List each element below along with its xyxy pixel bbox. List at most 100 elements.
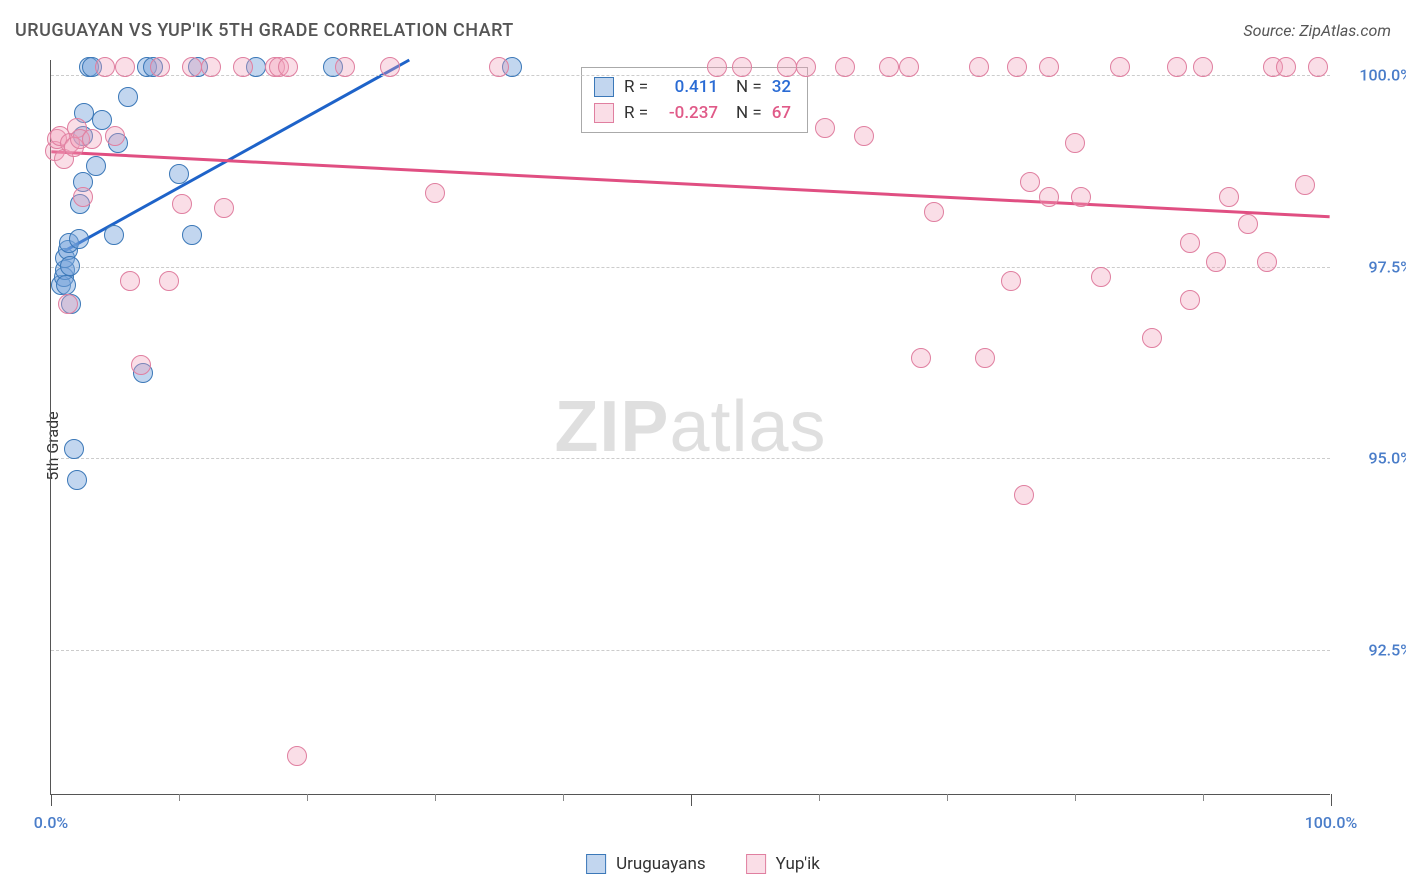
x-tick-minor bbox=[947, 794, 948, 801]
data-point bbox=[1071, 187, 1091, 207]
data-point bbox=[489, 57, 509, 77]
swatch-blue-icon bbox=[586, 854, 606, 874]
x-tick bbox=[1331, 794, 1332, 806]
data-point bbox=[777, 57, 797, 77]
y-tick-label: 92.5% bbox=[1368, 640, 1406, 659]
data-point bbox=[182, 225, 202, 245]
r-value-uruguayans: 0.411 bbox=[658, 77, 718, 97]
data-point bbox=[104, 225, 124, 245]
data-point bbox=[879, 57, 899, 77]
data-point bbox=[924, 202, 944, 222]
correlation-legend: R = 0.411 N = 32 R = -0.237 N = 67 bbox=[581, 67, 808, 133]
data-point bbox=[835, 57, 855, 77]
data-point bbox=[1193, 57, 1213, 77]
data-point bbox=[82, 129, 102, 149]
n-value-uruguayans: 32 bbox=[772, 77, 791, 97]
r-value-yupik: -0.237 bbox=[658, 103, 718, 123]
x-tick-minor bbox=[179, 794, 180, 801]
x-tick-label: 100.0% bbox=[1305, 813, 1358, 832]
data-point bbox=[707, 57, 727, 77]
legend-item-yupik: Yup'ik bbox=[746, 854, 820, 874]
legend-row-yupik: R = -0.237 N = 67 bbox=[594, 100, 791, 126]
data-point bbox=[105, 126, 125, 146]
data-point bbox=[380, 57, 400, 77]
data-point bbox=[796, 57, 816, 77]
legend-row-uruguayans: R = 0.411 N = 32 bbox=[594, 74, 791, 100]
data-point bbox=[69, 229, 89, 249]
data-point bbox=[73, 187, 93, 207]
x-tick-minor bbox=[1075, 794, 1076, 801]
data-point bbox=[56, 275, 76, 295]
data-point bbox=[233, 57, 253, 77]
swatch-pink-icon bbox=[746, 854, 766, 874]
gridline bbox=[51, 458, 1330, 459]
x-tick-minor bbox=[819, 794, 820, 801]
data-point bbox=[911, 348, 931, 368]
data-point bbox=[131, 355, 151, 375]
data-point bbox=[732, 57, 752, 77]
data-point bbox=[1091, 267, 1111, 287]
data-point bbox=[1295, 175, 1315, 195]
x-tick-minor bbox=[1203, 794, 1204, 801]
gridline bbox=[51, 650, 1330, 651]
data-point bbox=[335, 57, 355, 77]
swatch-pink bbox=[594, 103, 614, 123]
data-point bbox=[1180, 290, 1200, 310]
data-point bbox=[214, 198, 234, 218]
data-point bbox=[1180, 233, 1200, 253]
swatch-blue bbox=[594, 77, 614, 97]
data-point bbox=[172, 194, 192, 214]
x-tick-label: 0.0% bbox=[34, 813, 68, 832]
data-point bbox=[1039, 187, 1059, 207]
data-point bbox=[95, 57, 115, 77]
x-tick-minor bbox=[563, 794, 564, 801]
data-point bbox=[1167, 57, 1187, 77]
data-point bbox=[854, 126, 874, 146]
legend-item-uruguayans: Uruguayans bbox=[586, 854, 706, 874]
y-tick-label: 100.0% bbox=[1359, 66, 1406, 85]
data-point bbox=[899, 57, 919, 77]
x-tick-minor bbox=[307, 794, 308, 801]
x-tick bbox=[691, 794, 692, 806]
data-point bbox=[115, 57, 135, 77]
data-point bbox=[425, 183, 445, 203]
data-point bbox=[1039, 57, 1059, 77]
data-point bbox=[1014, 485, 1034, 505]
source-attribution: Source: ZipAtlas.com bbox=[1243, 21, 1391, 40]
data-point bbox=[1110, 57, 1130, 77]
x-tick-minor bbox=[435, 794, 436, 801]
data-point bbox=[159, 271, 179, 291]
data-point bbox=[975, 348, 995, 368]
data-point bbox=[1142, 328, 1162, 348]
data-point bbox=[1206, 252, 1226, 272]
data-point bbox=[1020, 172, 1040, 192]
data-point bbox=[1308, 57, 1328, 77]
data-point bbox=[1257, 252, 1277, 272]
data-point bbox=[118, 87, 138, 107]
data-point bbox=[169, 164, 189, 184]
x-tick bbox=[51, 794, 52, 806]
data-point bbox=[86, 156, 106, 176]
data-point bbox=[150, 57, 170, 77]
data-point bbox=[969, 57, 989, 77]
data-point bbox=[64, 439, 84, 459]
data-point bbox=[815, 118, 835, 138]
data-point bbox=[1007, 57, 1027, 77]
scatter-plot: ZIPatlas R = 0.411 N = 32 R = -0.237 N =… bbox=[50, 60, 1330, 795]
data-point bbox=[287, 746, 307, 766]
data-point bbox=[67, 470, 87, 490]
data-point bbox=[1065, 133, 1085, 153]
data-point bbox=[120, 271, 140, 291]
data-point bbox=[201, 57, 221, 77]
series-legend: Uruguayans Yup'ik bbox=[586, 854, 820, 874]
y-tick-label: 95.0% bbox=[1368, 449, 1406, 468]
gridline bbox=[51, 267, 1330, 268]
n-value-yupik: 67 bbox=[772, 103, 791, 123]
data-point bbox=[58, 294, 78, 314]
data-point bbox=[1219, 187, 1239, 207]
data-point bbox=[278, 57, 298, 77]
data-point bbox=[1001, 271, 1021, 291]
data-point bbox=[182, 57, 202, 77]
data-point bbox=[1276, 57, 1296, 77]
trend-lines bbox=[51, 60, 1330, 794]
